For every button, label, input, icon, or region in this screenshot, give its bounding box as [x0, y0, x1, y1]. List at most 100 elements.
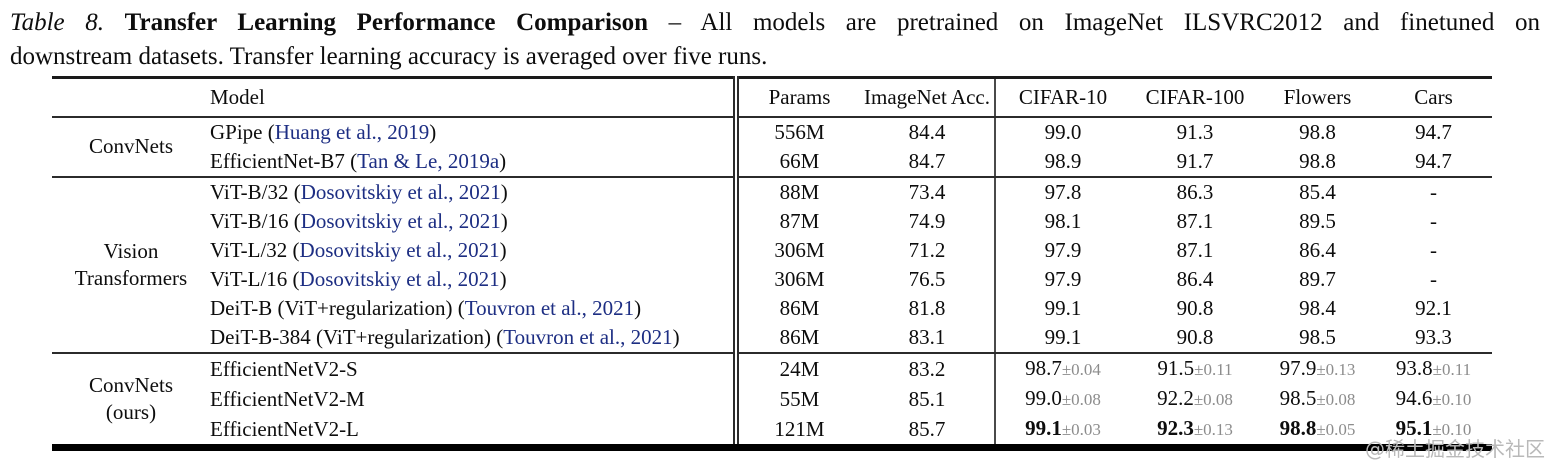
cifar10-cell: 99.1	[995, 323, 1130, 354]
table-row: EfficientNetV2-M 55M 85.1 99.0±0.08 92.2±0.0…	[52, 384, 1492, 414]
cars-cell: 93.8±0.11	[1375, 353, 1492, 384]
model-cell: ViT-B/16 (Dosovitskiy et al., 2021)	[210, 207, 739, 236]
citation-link[interactable]: Huang et al., 2019	[274, 120, 430, 144]
table-row: ConvNets (ours) EfficientNetV2-S 24M 83.2 98.…	[52, 353, 1492, 449]
accuracy-value: 85.4	[1299, 180, 1336, 204]
accuracy-value: 98.8	[1299, 120, 1336, 144]
imagenet-acc-cell: 83.2	[860, 353, 996, 384]
citation-link[interactable]: Touvron et al., 2021	[503, 325, 673, 349]
model-name: EfficientNetV2-L	[210, 416, 359, 441]
model-cell: ViT-B/32 (Dosovitskiy et al., 2021)	[210, 177, 739, 207]
cars-cell: 94.6±0.10	[1375, 384, 1492, 414]
group-label-line: Transformers	[74, 266, 188, 290]
params-cell: 121M	[774, 416, 825, 441]
model-name: ViT-B/32 (	[210, 180, 301, 204]
cifar10-cell: 97.9	[995, 236, 1130, 265]
table-row: DeiT-B-384 (ViT+regularization) (Touvron…	[52, 323, 1492, 354]
flowers-cell: 98.5	[1260, 323, 1375, 354]
caption-title: Transfer Learning Performance Comparison	[124, 9, 649, 36]
model-name: GPipe (	[210, 120, 275, 144]
model-cell: EfficientNet-B7 (Tan & Le, 2019a)	[210, 147, 739, 178]
flowers-cell: 98.8	[1260, 117, 1375, 147]
group-label-line: Vision	[103, 238, 159, 263]
flowers-column-header: Flowers	[1260, 77, 1375, 118]
flowers-cell: 98.5±0.08	[1260, 384, 1375, 414]
imagenet-acc-cell: 71.2	[860, 236, 996, 265]
cifar10-cell: 99.1	[995, 294, 1130, 323]
accuracy-value: 97.9	[1044, 238, 1082, 262]
model-name-suffix: )	[499, 238, 507, 262]
caption-line-1: Table 8. Transfer Learning Performance C…	[10, 6, 1540, 40]
params-cell: 86M	[779, 296, 820, 320]
model-name: EfficientNetV2-S	[210, 356, 358, 381]
group-label: ConvNets	[52, 117, 210, 178]
cars-cell: -	[1375, 236, 1492, 265]
table-row: DeiT-B (ViT+regularization) (Touvron et …	[52, 294, 1492, 323]
citation-link[interactable]: Dosovitskiy et al., 2021	[299, 238, 500, 262]
flowers-cell: 97.9±0.13	[1260, 353, 1375, 384]
table-row: ViT-L/32 (Dosovitskiy et al., 2021) 306M 7…	[52, 236, 1492, 265]
accuracy-value: 99.0	[1044, 120, 1082, 144]
accuracy-value: 92.3	[1157, 416, 1194, 440]
params-cell: 86M	[736, 323, 860, 354]
model-name: ViT-L/32 (	[210, 238, 300, 262]
model-column-header: Model	[210, 77, 739, 118]
accuracy-value: 98.9	[1044, 149, 1082, 173]
accuracy-value: 89.5	[1299, 209, 1336, 233]
params-cell: 556M	[774, 120, 825, 144]
table-body: ConvNets GPipe (Huang et al., 2019) 556M 84…	[52, 117, 1492, 449]
params-cell: 24M	[779, 356, 820, 381]
cars-cell: 93.3	[1375, 323, 1492, 354]
std-dev-value: ±0.08	[1316, 390, 1356, 409]
accuracy-value: 93.3	[1415, 325, 1452, 349]
table-row: ConvNets GPipe (Huang et al., 2019) 556M 84…	[52, 117, 1492, 178]
cifar10-column-header: CIFAR-10	[995, 77, 1130, 118]
accuracy-value: 98.4	[1299, 296, 1336, 320]
accuracy-value: 94.6	[1395, 386, 1433, 410]
group-label-line: ConvNets	[89, 372, 173, 397]
flowers-cell: 85.4	[1260, 177, 1375, 207]
cifar100-cell: 92.2±0.08	[1130, 384, 1260, 414]
citation-link[interactable]: Tan & Le, 2019a	[357, 149, 500, 173]
accuracy-value: -	[1430, 180, 1437, 204]
citation-link[interactable]: Touvron et al., 2021	[464, 296, 635, 320]
accuracy-value: 94.7	[1415, 149, 1452, 173]
cifar10-cell: 97.9	[995, 265, 1130, 294]
citation-link[interactable]: Dosovitskiy et al., 2021	[300, 180, 501, 204]
std-dev-value: ±0.13	[1193, 420, 1233, 439]
citation-link[interactable]: Dosovitskiy et al., 2021	[299, 267, 500, 291]
accuracy-value: 97.8	[1044, 180, 1082, 204]
cifar100-cell: 86.3	[1130, 177, 1260, 207]
cifar100-column-header: CIFAR-100	[1130, 77, 1260, 118]
model-name-suffix: )	[499, 149, 507, 173]
cifar100-cell: 87.1	[1130, 236, 1260, 265]
params-column-header: Params	[736, 77, 860, 118]
group-label: Vision Transformers	[52, 177, 210, 354]
table-row: ViT-B/16 (Dosovitskiy et al., 2021) 87M 74…	[52, 207, 1492, 236]
flowers-cell: 89.5	[1260, 207, 1375, 236]
accuracy-value: 98.8	[1299, 149, 1336, 173]
model-name: DeiT-B-384 (ViT+regularization) (	[210, 325, 504, 349]
cars-cell: 94.7	[1375, 117, 1492, 147]
table-row: ViT-L/16 (Dosovitskiy et al., 2021) 306M 7…	[52, 265, 1492, 294]
imagenet-acc-cell: 85.1	[860, 384, 996, 414]
cifar100-cell: 92.3±0.13	[1130, 414, 1260, 448]
cifar10-cell: 99.0	[995, 117, 1130, 147]
accuracy-value: 94.7	[1415, 120, 1452, 144]
accuracy-value: 86.4	[1176, 267, 1214, 291]
imagenet-acc-cell: 76.5	[860, 265, 996, 294]
cifar100-cell: 90.8	[1130, 294, 1260, 323]
accuracy-value: 97.9	[1279, 356, 1317, 380]
cars-cell: 92.1	[1375, 294, 1492, 323]
cars-cell: 94.7	[1375, 147, 1492, 178]
accuracy-value: -	[1430, 267, 1437, 291]
accuracy-value: 98.1	[1044, 209, 1082, 233]
std-dev-value: ±0.13	[1316, 360, 1356, 379]
cifar10-cell: 97.8	[995, 177, 1130, 207]
citation-link[interactable]: Dosovitskiy et al., 2021	[300, 209, 501, 233]
accuracy-value: 97.9	[1044, 267, 1082, 291]
model-name-suffix: )	[500, 209, 508, 233]
accuracy-value: 95.1	[1395, 416, 1433, 440]
params-cell: 306M	[774, 267, 825, 291]
std-dev-value: ±0.10	[1432, 390, 1472, 409]
